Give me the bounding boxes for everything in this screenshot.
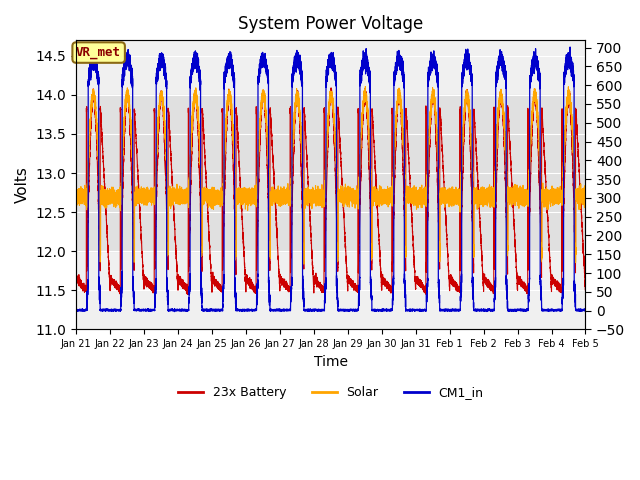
Solar bbox=[72, 192, 80, 198]
Solar bbox=[580, 198, 588, 204]
23x Battery bbox=[515, 274, 523, 279]
Solar bbox=[397, 100, 405, 106]
Solar bbox=[582, 205, 589, 211]
CM1_in bbox=[580, 308, 588, 313]
Bar bbox=[76, 95, 586, 251]
Solar bbox=[529, 106, 537, 111]
Y-axis label: Volts: Volts bbox=[15, 166, 30, 203]
X-axis label: Time: Time bbox=[314, 355, 348, 369]
23x Battery bbox=[397, 114, 405, 120]
CM1_in bbox=[529, 63, 537, 69]
23x Battery bbox=[580, 266, 588, 272]
Solar bbox=[515, 198, 523, 204]
CM1_in bbox=[72, 307, 80, 313]
CM1_in bbox=[582, 307, 589, 313]
Legend: 23x Battery, Solar, CM1_in: 23x Battery, Solar, CM1_in bbox=[173, 381, 488, 404]
Line: CM1_in: CM1_in bbox=[76, 47, 586, 312]
Solar bbox=[300, 261, 308, 267]
CM1_in bbox=[171, 309, 179, 314]
Text: VR_met: VR_met bbox=[76, 46, 121, 59]
23x Battery bbox=[575, 155, 582, 161]
Line: 23x Battery: 23x Battery bbox=[76, 88, 586, 294]
23x Battery bbox=[327, 85, 335, 91]
CM1_in bbox=[301, 307, 309, 313]
Title: System Power Voltage: System Power Voltage bbox=[238, 15, 424, 33]
Solar bbox=[575, 194, 582, 200]
Solar bbox=[362, 84, 369, 89]
23x Battery bbox=[529, 110, 537, 116]
CM1_in bbox=[515, 307, 523, 313]
CM1_in bbox=[397, 61, 405, 67]
23x Battery bbox=[72, 275, 80, 280]
Solar bbox=[301, 192, 309, 197]
23x Battery bbox=[184, 291, 191, 297]
CM1_in bbox=[575, 307, 582, 312]
23x Battery bbox=[301, 125, 309, 131]
CM1_in bbox=[566, 44, 574, 50]
23x Battery bbox=[582, 278, 589, 284]
Line: Solar: Solar bbox=[76, 86, 586, 264]
